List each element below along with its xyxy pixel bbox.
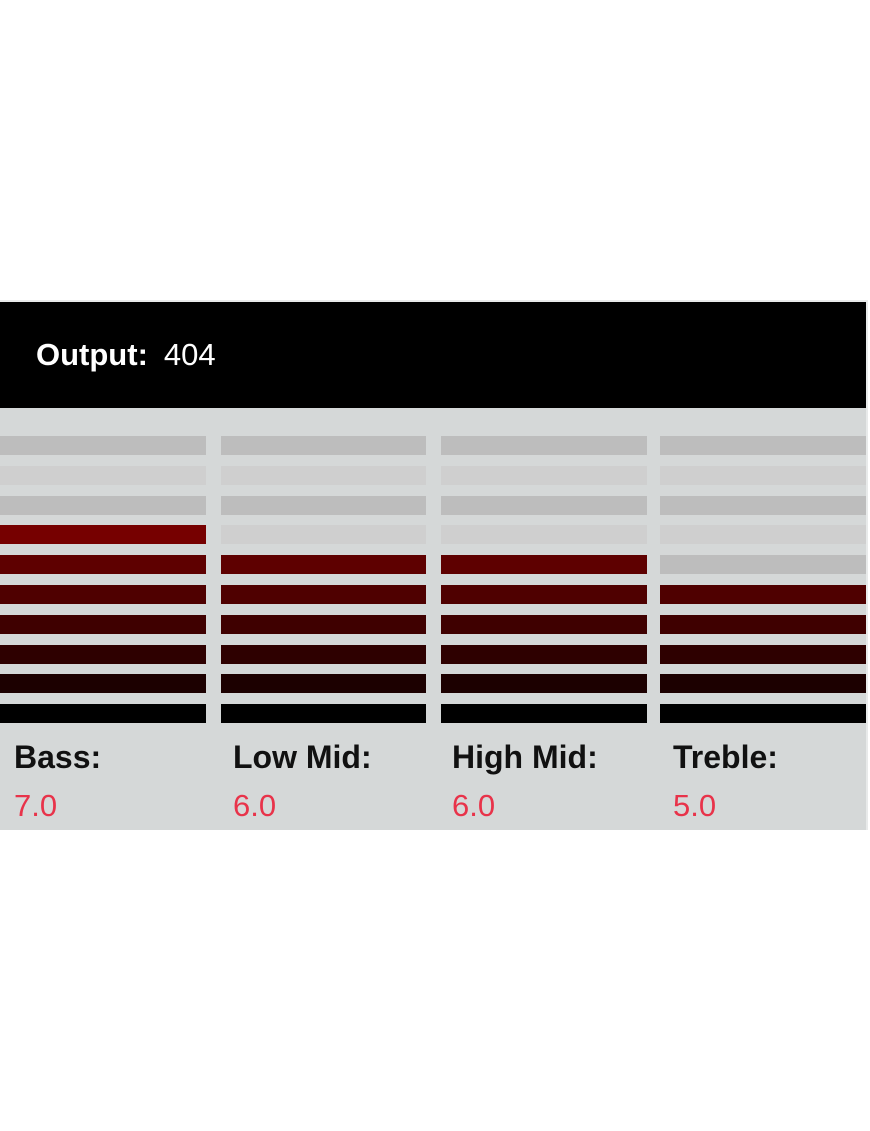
band-name: High Mid: [452,739,598,775]
meter-segment [441,555,647,575]
meter-segment [441,465,647,485]
equalizer-panel: Output: 404 Bass: 7.0 Low Mid: 6.0 High … [0,300,868,830]
output-label: Output: [36,337,148,372]
band-low-mid: Low Mid: 6.0 [233,732,372,830]
bass-meter [0,436,206,726]
meter-segment [441,585,647,604]
meter-segment [441,436,647,455]
meter-segment [660,674,866,694]
low-mid-meter [221,436,426,726]
meter-segment [441,614,647,634]
output-header: Output: 404 [0,302,866,408]
meter-segment [221,674,426,694]
meter-segment [441,704,647,724]
meter-segment [221,465,426,485]
meter-segment [0,585,206,604]
meter-segment [221,436,426,455]
meter-segment [441,495,647,515]
meter-segment [221,525,426,545]
band-labels: Bass: 7.0 Low Mid: 6.0 High Mid: 6.0 Tre… [0,732,866,832]
band-value: 6.0 [233,788,277,823]
meter-segment [660,436,866,455]
treble-meter [660,436,866,726]
meter-segment [221,644,426,664]
band-treble: Treble: 5.0 [673,732,778,830]
meter-segment [0,674,206,694]
band-name: Bass: [14,739,102,775]
meter-segment [660,644,866,664]
meter-segment [660,465,866,485]
meter-segment [660,614,866,634]
band-high-mid: High Mid: 6.0 [452,732,598,830]
meter-segment [221,585,426,604]
meter-segment [0,644,206,664]
meter-segment [0,525,206,545]
meter-segment [0,704,206,724]
output-value: 404 [163,337,216,372]
band-value: 7.0 [14,788,58,823]
band-name: Low Mid: [233,739,372,775]
high-mid-meter [441,436,647,726]
level-meters [0,436,866,726]
band-bass: Bass: 7.0 [14,732,101,830]
meter-segment [660,555,866,575]
meter-segment [221,704,426,724]
meter-segment [221,614,426,634]
band-value: 6.0 [452,788,496,823]
meter-segment [660,704,866,724]
meter-segment [660,495,866,515]
meter-segment [221,495,426,515]
band-name: Treble: [673,739,778,775]
meter-segment [441,674,647,694]
meter-segment [0,495,206,515]
meter-segment [441,525,647,545]
meter-segment [660,585,866,604]
meter-segment [0,436,206,455]
meter-segment [0,614,206,634]
band-value: 5.0 [673,788,717,823]
meter-segment [660,525,866,545]
meter-segment [0,555,206,575]
meter-segment [441,644,647,664]
meter-segment [0,465,206,485]
meter-segment [221,555,426,575]
